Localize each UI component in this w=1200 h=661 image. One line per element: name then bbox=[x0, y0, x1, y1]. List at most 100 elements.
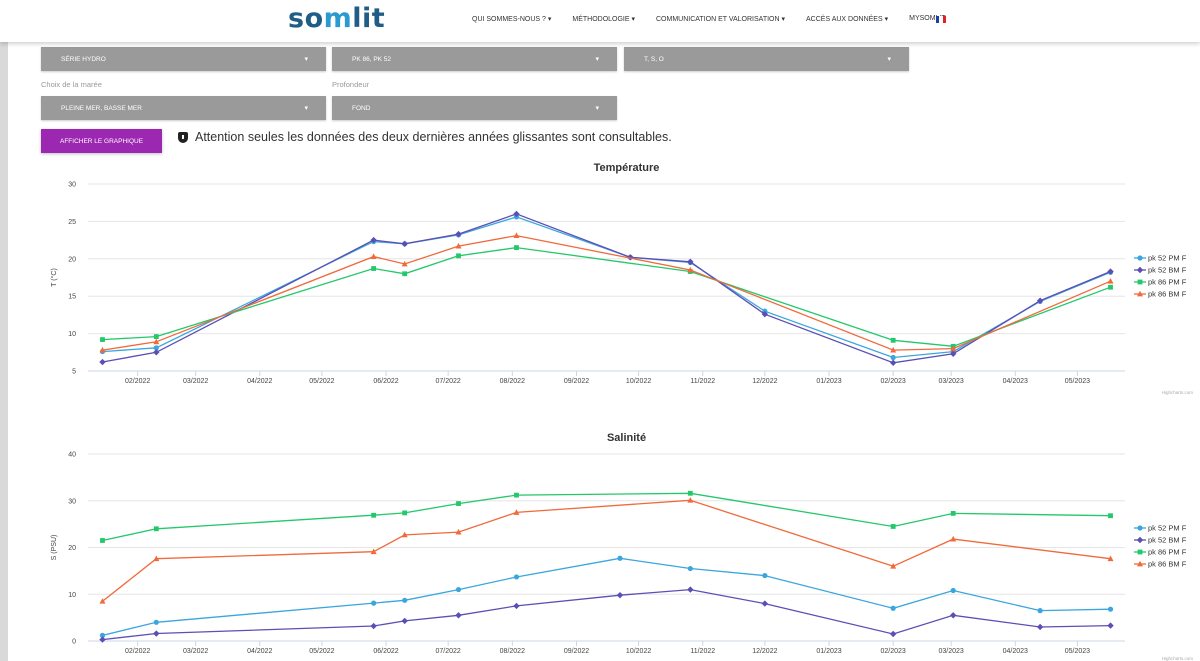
data-point bbox=[99, 636, 106, 643]
logo-prefix: so bbox=[288, 3, 324, 34]
x-tick-label: 03/2023 bbox=[938, 648, 963, 655]
y-tick-label: 15 bbox=[68, 294, 76, 301]
data-point bbox=[627, 254, 634, 261]
y-axis-label: T (°C) bbox=[50, 268, 58, 287]
x-tick-label: 04/2022 bbox=[247, 648, 272, 655]
data-point bbox=[513, 232, 520, 239]
data-point bbox=[513, 509, 520, 515]
x-tick-label: 02/2022 bbox=[125, 648, 150, 655]
data-point bbox=[1107, 622, 1114, 629]
data-point bbox=[1137, 549, 1143, 555]
legend-label: pk 86 PM F bbox=[1148, 278, 1187, 287]
x-tick-label: 12/2022 bbox=[752, 378, 777, 385]
data-point bbox=[950, 350, 957, 357]
y-tick-label: 30 bbox=[68, 182, 76, 189]
data-point bbox=[687, 497, 694, 503]
data-point bbox=[99, 346, 106, 353]
data-point bbox=[513, 210, 520, 218]
stations-select[interactable]: PK 86, PK 52 ▾ bbox=[332, 47, 617, 71]
nav-methodologie[interactable]: MÉTHODOLOGIE ▾ bbox=[572, 16, 635, 23]
series-line bbox=[102, 499, 1111, 602]
x-tick-label: 10/2022 bbox=[626, 648, 651, 655]
x-tick-label: 04/2023 bbox=[1003, 378, 1028, 385]
nav-qui-sommes-nous[interactable]: QUI SOMMES-NOUS ? ▾ bbox=[472, 16, 552, 23]
chart-credit: Highcharts.com bbox=[1162, 390, 1194, 395]
data-point bbox=[1137, 255, 1143, 261]
y-tick-label: 10 bbox=[68, 331, 76, 338]
params-select[interactable]: T, S, O ▾ bbox=[624, 47, 909, 71]
french-flag-icon[interactable] bbox=[936, 16, 946, 23]
stations-select-value: PK 86, PK 52 bbox=[352, 56, 392, 63]
legend-label: pk 86 BM F bbox=[1148, 560, 1187, 569]
data-point bbox=[761, 310, 769, 318]
data-point bbox=[401, 617, 408, 625]
chart-credit: Highcharts.com bbox=[1162, 656, 1194, 661]
data-point bbox=[1137, 525, 1143, 531]
x-tick-label: 03/2022 bbox=[183, 648, 208, 655]
notice-text: Attention seules les données des deux de… bbox=[195, 130, 672, 144]
data-point bbox=[687, 266, 694, 273]
x-tick-label: 01/2023 bbox=[816, 648, 841, 655]
data-point bbox=[513, 602, 520, 610]
x-tick-label: 08/2022 bbox=[500, 378, 525, 385]
chevron-down-icon: ▾ bbox=[887, 56, 891, 63]
data-point bbox=[100, 538, 105, 543]
data-point bbox=[890, 354, 896, 361]
x-tick-label: 07/2022 bbox=[435, 378, 460, 385]
data-point bbox=[950, 535, 957, 542]
data-notice: Attention seules les données des deux de… bbox=[178, 130, 672, 144]
series-line bbox=[102, 234, 1111, 351]
series-line bbox=[102, 588, 1111, 641]
data-point bbox=[687, 565, 693, 572]
data-point bbox=[153, 349, 160, 356]
legend-label: pk 52 PM F bbox=[1148, 524, 1187, 533]
x-tick-label: 04/2023 bbox=[1003, 648, 1028, 655]
data-point bbox=[687, 586, 694, 593]
data-point bbox=[153, 334, 159, 339]
x-tick-label: 05/2022 bbox=[309, 648, 334, 655]
data-point bbox=[370, 253, 377, 259]
x-tick-label: 02/2023 bbox=[881, 378, 906, 385]
main-nav: QUI SOMMES-NOUS ? ▾ MÉTHODOLOGIE ▾ COMMU… bbox=[472, 15, 967, 23]
data-point bbox=[402, 597, 408, 603]
salinity-chart-svg: Salinité 0 10 20 30 40 02/2022 03/2022 04/2022 05… bbox=[51, 432, 1194, 661]
nav-mysomlit[interactable]: MYSOMLIT bbox=[909, 15, 946, 22]
afficher-graphique-button[interactable]: AFFICHER LE GRAPHIQUE bbox=[41, 129, 162, 153]
data-point bbox=[889, 359, 897, 366]
series-line bbox=[102, 246, 1111, 347]
data-point bbox=[762, 572, 768, 579]
x-tick-label: 02/2023 bbox=[881, 648, 906, 655]
data-point bbox=[950, 612, 957, 619]
data-point bbox=[401, 260, 408, 267]
data-point bbox=[514, 492, 519, 498]
nav-communication[interactable]: COMMUNICATION ET VALORISATION ▾ bbox=[656, 16, 786, 23]
x-tick-label: 11/2022 bbox=[690, 648, 715, 655]
data-point bbox=[890, 605, 896, 611]
data-point bbox=[402, 510, 408, 516]
data-point bbox=[1036, 297, 1044, 304]
data-point bbox=[761, 600, 769, 607]
serie-select[interactable]: SÉRIE HYDRO ▾ bbox=[41, 47, 326, 71]
data-point bbox=[456, 253, 461, 259]
x-tick-label: 10/2022 bbox=[626, 378, 651, 385]
shield-icon bbox=[178, 131, 188, 143]
data-point bbox=[153, 526, 159, 532]
series-line bbox=[102, 216, 1111, 359]
y-tick-label: 0 bbox=[72, 639, 76, 646]
y-axis-label: S (PSU) bbox=[51, 535, 58, 561]
series-line bbox=[102, 492, 1111, 542]
data-point bbox=[1108, 513, 1113, 519]
y-tick-label: 30 bbox=[68, 498, 76, 505]
data-point bbox=[99, 358, 106, 366]
x-tick-label: 06/2022 bbox=[373, 378, 398, 385]
chevron-down-icon: ▾ bbox=[304, 105, 308, 112]
maree-select[interactable]: PLEINE MER, BASSE MER ▾ bbox=[41, 96, 326, 120]
x-tick-label: 12/2022 bbox=[752, 648, 777, 655]
data-point bbox=[402, 271, 408, 277]
x-tick-label: 06/2022 bbox=[373, 648, 398, 655]
somlit-logo[interactable]: somlit bbox=[288, 3, 385, 34]
profondeur-label: Profondeur bbox=[332, 80, 370, 89]
profondeur-select[interactable]: FOND ▾ bbox=[332, 96, 617, 120]
nav-acces-donnees[interactable]: ACCÈS AUX DONNÉES ▾ bbox=[806, 16, 889, 23]
data-point bbox=[371, 600, 377, 606]
